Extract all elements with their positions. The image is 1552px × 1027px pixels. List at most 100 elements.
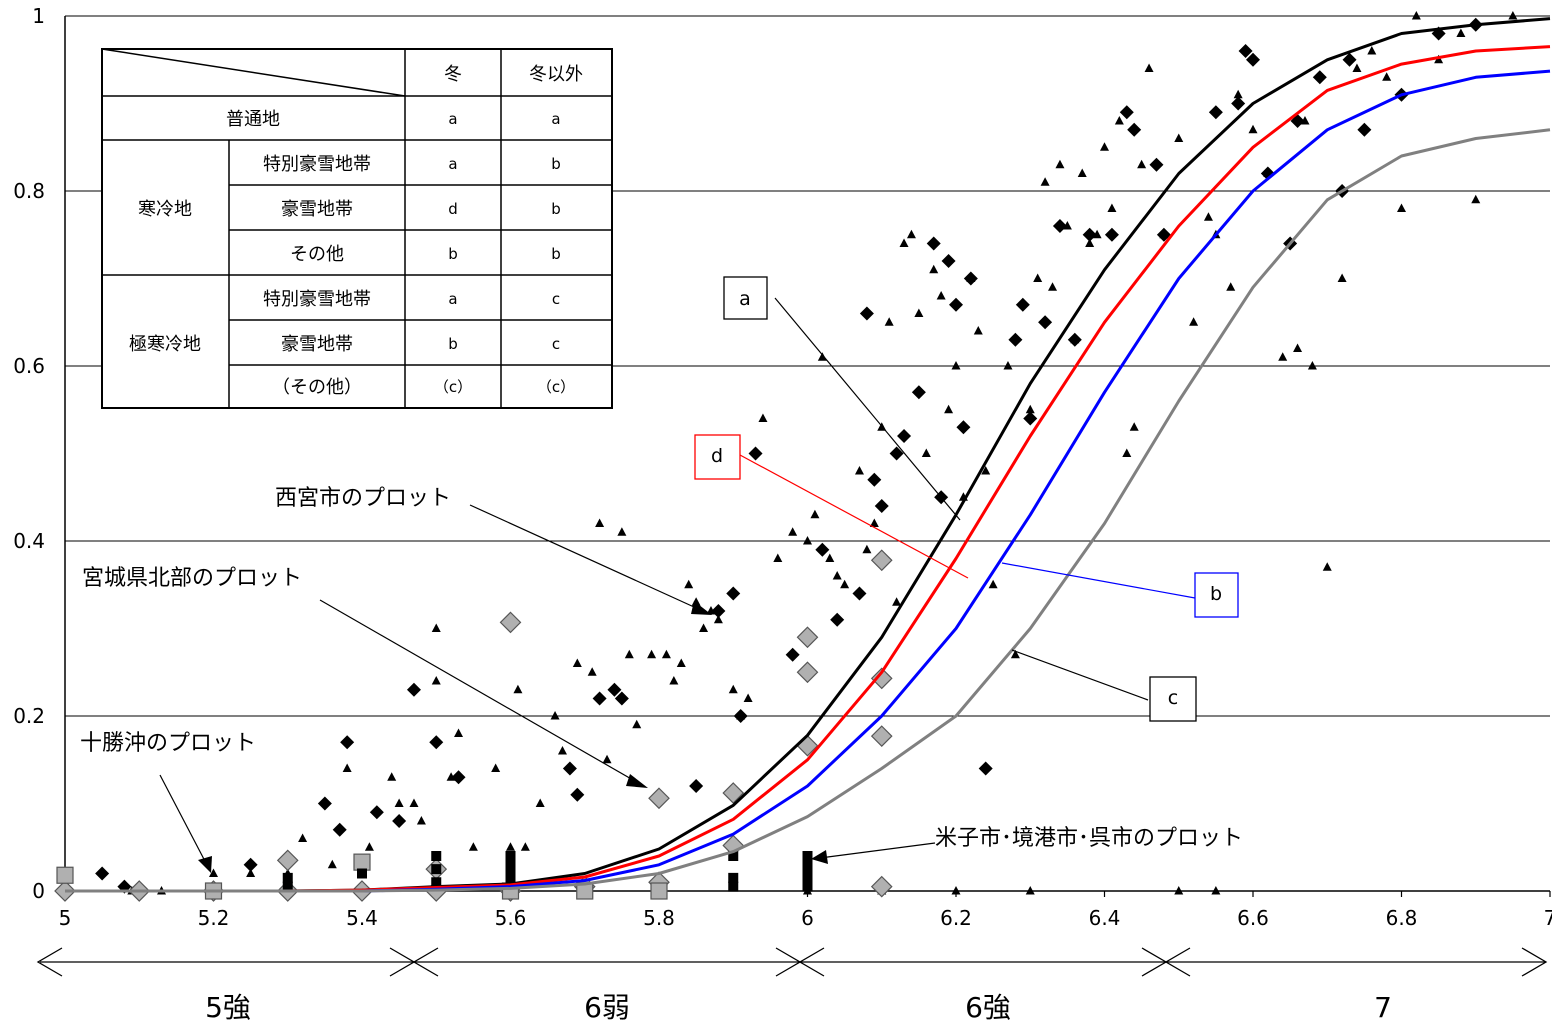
triangle-point xyxy=(684,579,694,589)
diamond-gray-point xyxy=(870,549,893,572)
fragility-curves xyxy=(65,17,1551,893)
table-row-normal-other: a xyxy=(551,110,560,128)
curve-c xyxy=(65,128,1551,893)
triangle-point xyxy=(944,404,954,414)
diamond-black-point xyxy=(897,429,912,443)
square-black-point xyxy=(802,881,813,892)
triangle-point xyxy=(1352,63,1362,72)
triangle-point xyxy=(1107,203,1117,212)
triangle-point xyxy=(595,518,605,527)
diamond-gray-point xyxy=(870,875,893,898)
diamond-black-point xyxy=(1038,315,1053,330)
diamond-black-point xyxy=(830,612,845,627)
table-row-cold-misc-winter: b xyxy=(448,245,458,263)
diamond-black-point xyxy=(332,822,347,837)
x-tick-label: 5.6 xyxy=(495,906,527,930)
square-black-point xyxy=(505,859,516,870)
triangle-point xyxy=(520,842,530,851)
diamond-black-point xyxy=(852,586,867,601)
triangle-point xyxy=(914,308,924,317)
x-tick-label: 6.8 xyxy=(1386,906,1418,930)
table-row-extreme-special-region: 特別豪雪地帯 xyxy=(263,289,371,310)
square-black-point xyxy=(282,872,293,883)
y-tick-label: 0.8 xyxy=(13,179,45,203)
triangle-point xyxy=(416,816,426,825)
diamond-black-point xyxy=(941,254,956,268)
triangle-point xyxy=(327,859,337,869)
triangle-point xyxy=(1033,273,1043,282)
triangle-point xyxy=(602,754,612,764)
triangle-point xyxy=(1025,404,1035,414)
diamond-black-point xyxy=(733,709,748,723)
triangle-point xyxy=(1211,886,1221,895)
table-row-cold-heavy-other: b xyxy=(551,200,561,218)
diamond-black-point xyxy=(614,691,629,706)
triangle-point xyxy=(1122,448,1132,457)
triangle-point xyxy=(728,684,738,694)
triangle-point xyxy=(884,317,894,326)
diamond-black-point xyxy=(1023,411,1038,426)
band-label-7: 7 xyxy=(1374,991,1392,1024)
diamond-black-point xyxy=(1015,297,1030,312)
diamond-black-point xyxy=(748,446,763,461)
diamond-black-point xyxy=(1357,122,1372,137)
label-c-text: c xyxy=(1168,687,1178,709)
label-a-text: a xyxy=(739,288,751,310)
table-header-other: 冬以外 xyxy=(529,64,583,85)
leader-b xyxy=(1001,562,1196,599)
table-row-normal-winter: a xyxy=(448,110,457,128)
diamond-black-point xyxy=(1246,52,1260,67)
band-arrow-left-head xyxy=(36,947,63,977)
triangle-point xyxy=(981,466,991,475)
diamond-black-point xyxy=(1312,70,1327,85)
triangle-point xyxy=(1367,46,1377,55)
diamond-black-point xyxy=(1082,227,1097,242)
table-row-cold-misc-region: その他 xyxy=(290,244,344,265)
table-row-extreme-misc-other: （c） xyxy=(537,378,575,396)
diamond-black-point xyxy=(949,297,963,312)
triangle-point xyxy=(1456,28,1466,37)
diamond-black-point xyxy=(243,857,258,872)
triangle-point xyxy=(1144,63,1154,72)
triangle-point xyxy=(1382,72,1392,81)
triangle-point xyxy=(1114,116,1124,125)
table-row-cold-special-region: 特別豪雪地帯 xyxy=(263,154,371,175)
triangle-point xyxy=(1226,282,1236,291)
diamond-black-point xyxy=(859,306,874,321)
diamond-gray-point xyxy=(870,725,893,747)
triangle-point xyxy=(758,413,768,422)
square-black-point xyxy=(505,868,516,879)
triangle-point xyxy=(409,798,419,807)
diamond-black-point xyxy=(926,236,941,251)
label-d-box: d xyxy=(694,434,741,480)
triangle-point xyxy=(454,728,464,737)
square-black-point xyxy=(802,859,813,870)
y-tick-labels: 0 0.2 0.4 0.6 0.8 1 xyxy=(13,4,45,903)
triangle-point xyxy=(1248,124,1258,134)
diamond-gray-point xyxy=(870,667,893,690)
triangle-point xyxy=(840,579,850,589)
triangle-point xyxy=(1003,361,1013,370)
diamond-black-point xyxy=(340,735,355,750)
x-tick-labels: 5 5.2 5.4 5.6 5.8 6 6.2 6.4 6.6 6.8 7 xyxy=(59,906,1552,930)
triangle-point xyxy=(572,658,582,667)
table-row-cold-special-other: b xyxy=(551,155,561,173)
triangle-point xyxy=(1508,11,1518,20)
square-black-point xyxy=(505,851,516,861)
annotation-yonago: 米子市･境港市･呉市のプロット xyxy=(935,826,1243,851)
table-group-extreme: 極寒冷地 xyxy=(129,334,201,355)
diamond-black-point xyxy=(1238,44,1253,58)
square-black-point xyxy=(728,872,739,883)
triangle-point xyxy=(246,868,256,877)
triangle-point xyxy=(854,466,864,475)
triangle-point xyxy=(468,842,478,851)
triangle-point xyxy=(506,842,515,851)
diamond-black-point xyxy=(889,446,904,461)
table-group-cold: 寒冷地 xyxy=(138,199,192,220)
y-tick-label: 0.6 xyxy=(13,354,45,378)
triangle-point xyxy=(1129,422,1139,431)
triangle-point xyxy=(1278,352,1288,361)
table-row-extreme-misc-region: （その他） xyxy=(272,377,362,398)
triangle-point xyxy=(699,623,709,632)
diamond-black-point xyxy=(1231,96,1246,111)
